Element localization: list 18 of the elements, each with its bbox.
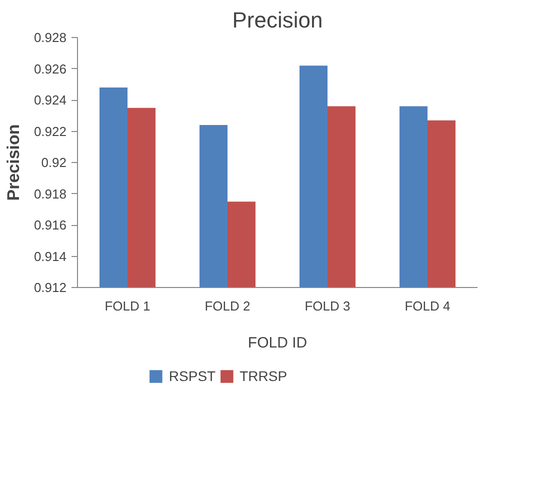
- y-tick-label: 0.914: [34, 248, 67, 264]
- y-tick-label: 0.928: [34, 30, 67, 45]
- x-axis-title: FOLD ID: [248, 334, 308, 352]
- y-tick-label: 0.926: [34, 61, 67, 76]
- y-tick-label: 0.92: [41, 155, 67, 170]
- y-tick-label: 0.924: [34, 92, 67, 108]
- x-tick-label: FOLD 4: [404, 298, 450, 314]
- y-tick-label: 0.922: [34, 124, 67, 139]
- legend-label: RSPST: [168, 368, 216, 384]
- y-axis-title: Precision: [4, 124, 23, 201]
- x-tick-label: FOLD 2: [204, 298, 250, 314]
- y-tick-label: 0.912: [34, 280, 67, 295]
- legend-label: TRRSP: [240, 368, 288, 384]
- chart-title: Precision: [232, 8, 323, 32]
- x-tick-label: FOLD 1: [104, 298, 150, 314]
- x-tick-label: FOLD 3: [304, 298, 350, 314]
- y-tick-label: 0.916: [34, 218, 67, 232]
- y-tick-label: 0.918: [34, 186, 67, 202]
